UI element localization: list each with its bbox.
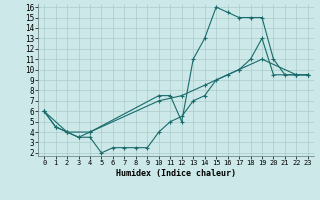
X-axis label: Humidex (Indice chaleur): Humidex (Indice chaleur) [116, 169, 236, 178]
